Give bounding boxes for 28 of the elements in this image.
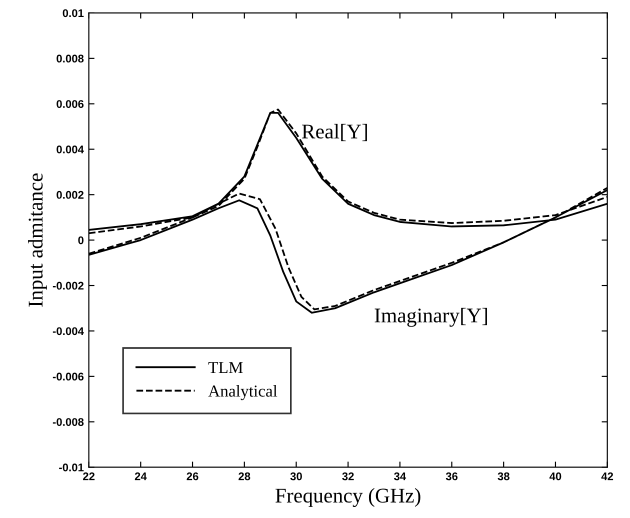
y-tick-label: 0.008: [56, 54, 84, 63]
x-tick-label: 36: [446, 472, 458, 480]
x-tick-label: 34: [394, 472, 406, 480]
y-tick-label: 0.01: [62, 9, 84, 18]
x-tick-label: 42: [601, 472, 614, 480]
x-axis-title: Frequency (GHz): [275, 488, 420, 507]
y-tick-label: -0.008: [52, 418, 84, 426]
x-tick-label: 26: [186, 472, 198, 480]
y-tick-label: 0: [78, 236, 84, 244]
y-tick-label: 0.004: [56, 146, 84, 154]
y-tick-label: 0.002: [56, 190, 84, 199]
x-tick-label: 30: [290, 472, 302, 480]
x-tick-label: 22: [83, 472, 95, 480]
y-tick-label: 0.006: [56, 100, 84, 108]
x-tick-label: 28: [238, 472, 250, 480]
y-tick-label: -0.006: [52, 372, 84, 381]
y-tick-label: -0.004: [52, 327, 84, 336]
y-tick-label: -0.01: [59, 464, 84, 472]
x-tick-label: 40: [549, 472, 562, 480]
annotation: Real[Y]: [302, 124, 367, 142]
annotation: Imaginary[Y]: [374, 308, 487, 327]
x-tick-label: 32: [342, 472, 354, 480]
legend-label: TLM: [208, 362, 243, 373]
x-tick-label: 38: [498, 472, 510, 480]
y-axis-title: Input admitance: [28, 173, 47, 307]
y-tick-label: -0.002: [52, 282, 84, 290]
x-tick-label: 24: [134, 472, 147, 480]
legend-label: Analytical: [208, 384, 278, 400]
